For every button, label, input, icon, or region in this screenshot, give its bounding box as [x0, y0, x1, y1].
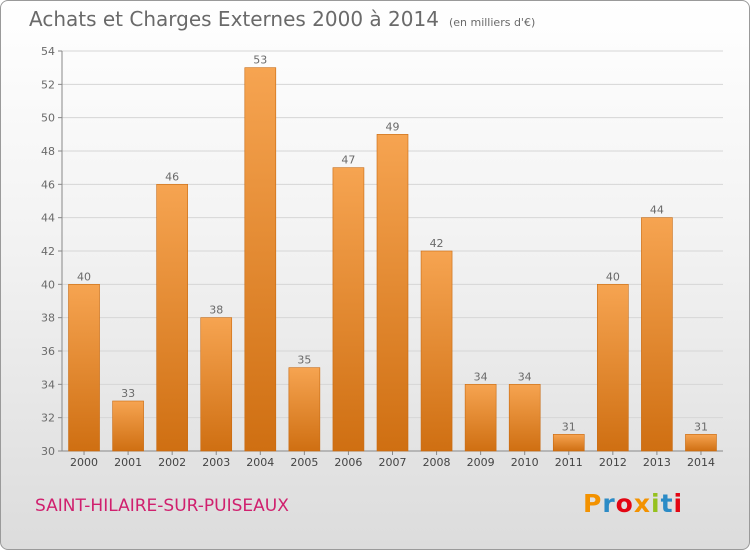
logo-letter: r: [602, 489, 616, 518]
bar: [464, 384, 497, 452]
y-tick-label: 30: [41, 445, 55, 458]
x-tick-label: 2010: [511, 456, 539, 469]
bar-value-label: 38: [209, 304, 223, 317]
logo-letter: i: [651, 489, 661, 518]
bar: [112, 400, 144, 452]
bar: [420, 250, 453, 452]
x-tick-label: 2001: [114, 456, 142, 469]
x-tick-label: 2007: [379, 456, 407, 469]
y-tick-label: 48: [41, 145, 55, 158]
logo-letter: i: [673, 489, 684, 518]
chart-subtitle: (en milliers d'€): [448, 16, 536, 29]
proxiti-logo: Proxiti: [583, 489, 683, 518]
x-tick-label: 2008: [423, 456, 451, 469]
bar: [508, 384, 541, 452]
x-tick-label: 2004: [246, 456, 274, 469]
y-tick-label: 38: [41, 312, 55, 325]
x-tick-label: 2005: [290, 456, 318, 469]
y-tick-label: 52: [41, 78, 55, 91]
y-tick-label: 44: [41, 212, 55, 225]
title-text: Achats et Charges Externes 2000 à 2014: [29, 7, 439, 31]
bar: [597, 284, 629, 452]
logo-letter: o: [615, 489, 634, 518]
x-tick-label: 2009: [467, 456, 495, 469]
y-tick-label: 32: [41, 412, 55, 425]
bar-value-label: 40: [77, 270, 91, 283]
bar-value-label: 42: [430, 237, 444, 250]
labels: 30 32 34 36 38 40 42 44 46 48 50 52 54 40 2000 33 2001 46…: [41, 45, 715, 469]
y-tick-label: 34: [41, 378, 55, 391]
bar-value-label: 44: [650, 204, 664, 217]
bar: [685, 434, 717, 452]
x-tick-label: 2002: [158, 456, 186, 469]
bar: [332, 167, 365, 452]
x-tick-label: 2012: [599, 456, 627, 469]
bar: [376, 134, 409, 452]
bar-value-label: 49: [386, 120, 400, 133]
bar: [244, 67, 277, 452]
bar-value-label: 31: [694, 420, 708, 433]
bar: [552, 434, 585, 452]
bar-value-label: 46: [165, 170, 179, 183]
y-tick-label: 42: [41, 245, 55, 258]
y-tick-label: 46: [41, 178, 55, 191]
bars: [68, 67, 717, 452]
bar-value-label: 47: [341, 154, 355, 167]
bar: [288, 367, 321, 452]
bar: [156, 184, 188, 452]
bar-value-label: 34: [518, 370, 532, 383]
y-tick-label: 54: [41, 45, 55, 58]
x-tick-label: 2000: [70, 456, 98, 469]
bar-value-label: 53: [253, 54, 267, 67]
x-tick-label: 2003: [202, 456, 230, 469]
bar-value-label: 33: [121, 387, 135, 400]
x-tick-label: 2006: [334, 456, 362, 469]
bar: [200, 317, 233, 452]
commune-name: SAINT-HILAIRE-SUR-PUISEAUX: [35, 496, 289, 516]
chart-title: Achats et Charges Externes 2000 à 2014 (e…: [29, 7, 535, 31]
bar-value-label: 34: [474, 370, 488, 383]
x-tick-label: 2014: [687, 456, 715, 469]
y-tick-label: 36: [41, 345, 55, 358]
bar: [68, 284, 100, 452]
bar-value-label: 35: [297, 354, 311, 367]
x-tick-label: 2011: [555, 456, 583, 469]
y-tick-label: 50: [41, 112, 55, 125]
y-tick-label: 40: [41, 278, 55, 291]
bar-value-label: 40: [606, 270, 620, 283]
bar-value-label: 31: [562, 420, 576, 433]
logo-letter: x: [633, 489, 651, 518]
bar: [641, 217, 673, 452]
logo-letter: P: [583, 489, 603, 518]
logo-letter: t: [660, 489, 674, 518]
x-tick-label: 2013: [643, 456, 671, 469]
